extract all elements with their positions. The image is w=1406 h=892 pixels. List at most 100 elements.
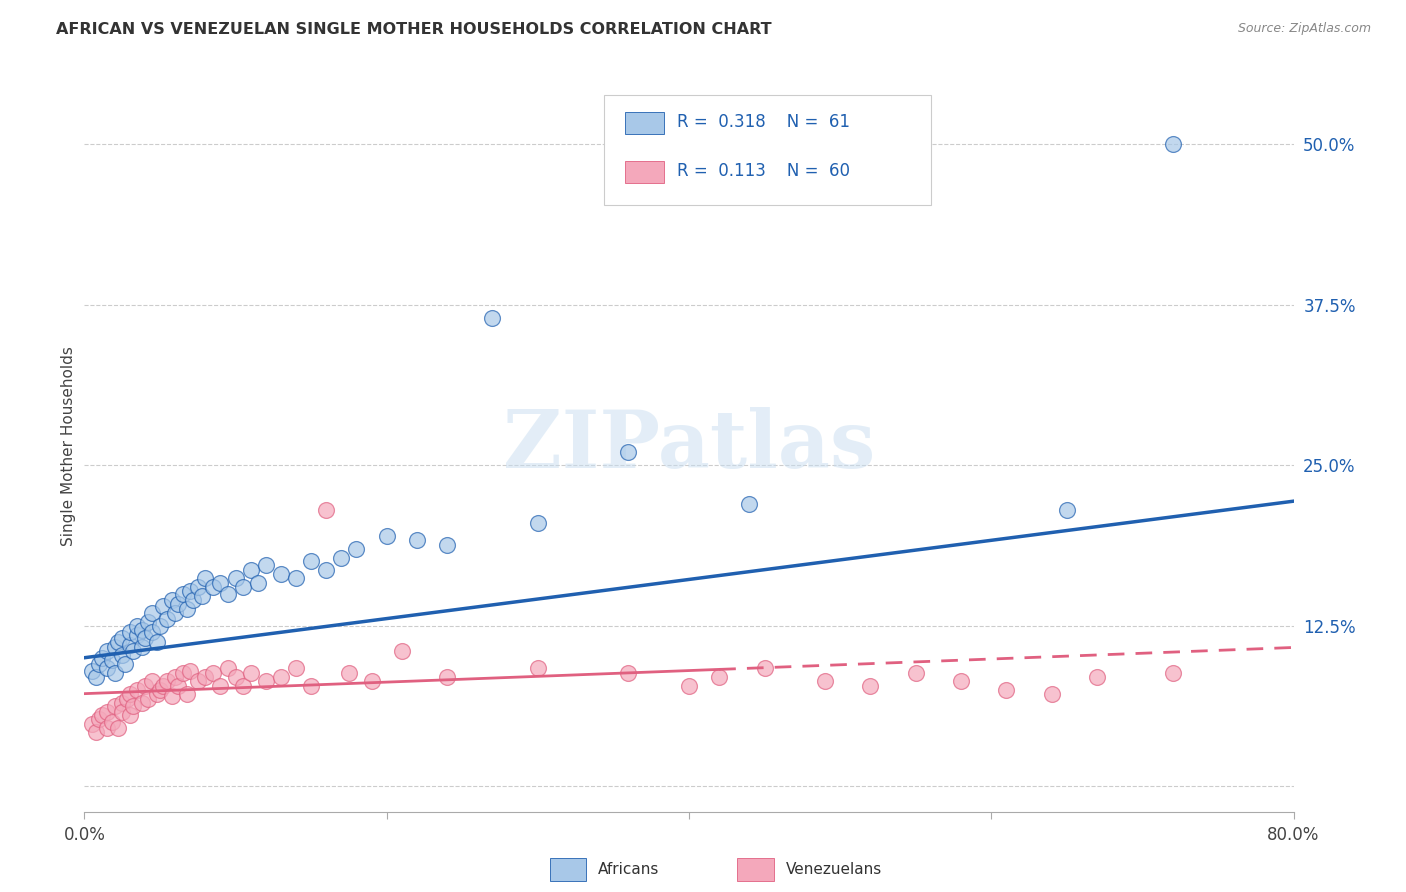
Point [118,638,141,652]
Point [131,696,153,710]
Point [131,623,153,637]
Point [346,541,368,556]
Point [481,310,503,325]
Point [709,670,731,684]
Point [96,661,118,675]
Point [217,586,239,600]
Point [156,673,179,688]
Point [176,687,198,701]
Point [115,691,138,706]
Point [284,571,308,585]
Point [111,648,134,662]
Point [104,640,127,655]
Point [217,661,239,675]
Point [100,653,122,667]
Point [118,687,141,701]
Point [678,679,700,693]
Point [299,554,322,568]
Point [201,580,224,594]
Point [89,657,111,672]
Point [194,670,217,684]
Point [172,586,194,600]
Point [315,564,337,578]
Text: R =  0.318    N =  61: R = 0.318 N = 61 [676,113,849,131]
Point [141,606,163,620]
Point [167,597,190,611]
Point [136,615,159,629]
Point [86,670,108,684]
Point [209,576,232,591]
Point [1040,687,1063,701]
Point [1161,666,1184,681]
Point [160,690,183,704]
Point [225,571,247,585]
Point [254,673,277,688]
Point [111,696,134,710]
Point [254,558,277,573]
Point [209,679,232,693]
Point [391,644,413,658]
Point [315,503,337,517]
Text: AFRICAN VS VENEZUELAN SINGLE MOTHER HOUSEHOLDS CORRELATION CHART: AFRICAN VS VENEZUELAN SINGLE MOTHER HOUS… [56,22,772,37]
Point [194,571,217,585]
Point [104,666,127,681]
Point [107,721,129,735]
Point [80,664,103,678]
Point [337,666,360,681]
Point [239,666,262,681]
Point [146,635,169,649]
Point [270,567,292,582]
Point [754,661,776,675]
Point [156,612,179,626]
Point [995,682,1018,697]
FancyBboxPatch shape [550,858,586,881]
Point [91,650,114,665]
Point [86,725,108,739]
Point [526,516,548,530]
Point [111,632,134,646]
Point [232,679,254,693]
Point [299,679,322,693]
Point [152,679,174,693]
Point [96,644,118,658]
Point [91,708,114,723]
Y-axis label: Single Mother Households: Single Mother Households [60,346,76,546]
Point [201,666,224,681]
Point [330,550,353,565]
Point [247,576,270,591]
Point [526,661,548,675]
Point [146,687,169,701]
Point [163,670,186,684]
Point [1056,503,1078,517]
Point [270,670,292,684]
Point [225,670,247,684]
Point [152,599,174,614]
Point [950,673,973,688]
Point [191,589,214,603]
Point [172,666,194,681]
Point [100,714,122,729]
Point [406,533,429,547]
Point [360,673,382,688]
Point [96,705,118,719]
Point [127,618,149,632]
Point [114,657,136,672]
Point [121,644,143,658]
Point [176,602,198,616]
Point [163,606,186,620]
Point [232,580,254,594]
Point [131,640,153,655]
Point [111,705,134,719]
Point [436,670,458,684]
Point [107,635,129,649]
Point [167,679,190,693]
Point [136,691,159,706]
Point [80,717,103,731]
Point [859,679,882,693]
Point [149,682,172,697]
Point [179,584,201,599]
Point [104,699,127,714]
Point [436,538,458,552]
Point [1161,137,1184,152]
Point [738,497,761,511]
